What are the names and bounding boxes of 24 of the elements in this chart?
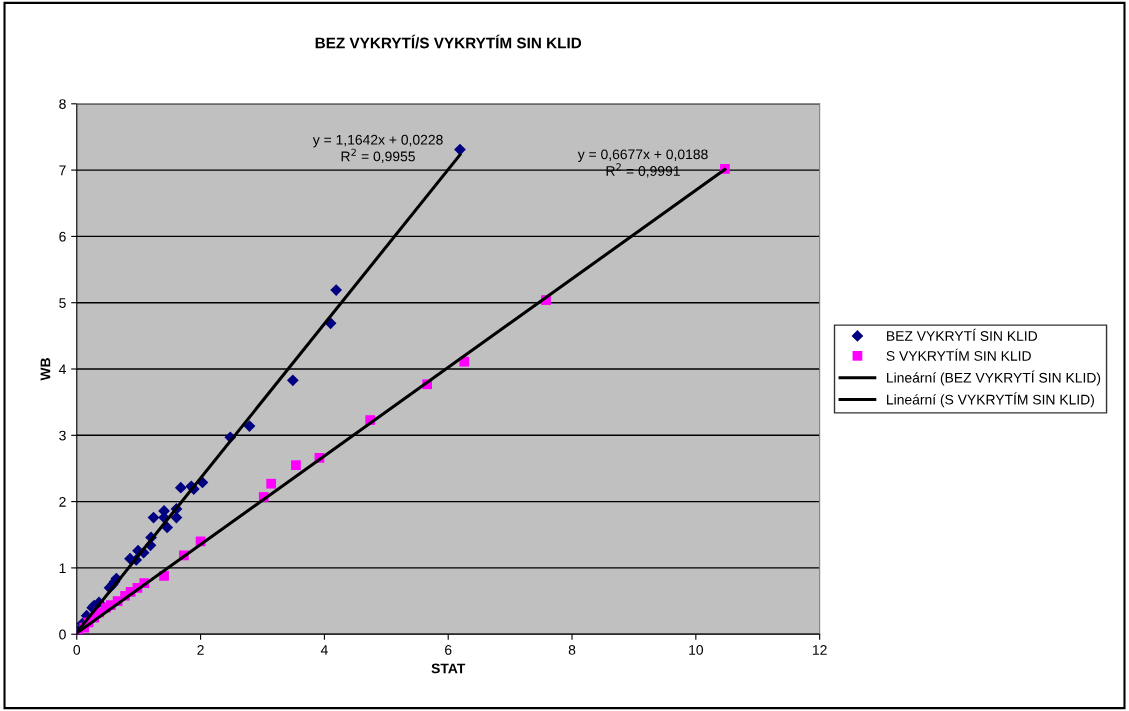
y-tick-label: 2 [59, 496, 66, 507]
x-tick-label: 12 [812, 645, 827, 655]
x-tick-label: 6 [445, 645, 452, 655]
y-tick-label: 3 [59, 430, 66, 441]
legend-label: Lineární (S VYKRYTÍM SIN KLID) [887, 392, 1094, 408]
x-tick-label: 0 [73, 645, 81, 655]
y-axis-title: WB [40, 358, 51, 381]
legend-label: S VYKRYTÍM SIN KLID [886, 348, 1031, 361]
y-tick-label: 0 [59, 629, 66, 640]
x-tick-label: 8 [568, 645, 576, 655]
legend-label: BEZ VYKRYTÍ SIN KLID [887, 328, 1038, 341]
legend-label: Lineární (BEZ VYKRYTÍ SIN KLID) [887, 370, 1101, 386]
y-tick-label: 7 [59, 165, 66, 176]
x-tick-label: 10 [689, 645, 704, 655]
y-tick-label: 4 [58, 364, 66, 375]
x-axis-title: STAT [431, 663, 466, 674]
y-tick-label: 1 [59, 563, 66, 573]
x-tick-label: 2 [197, 645, 204, 655]
y-tick-label: 8 [59, 99, 66, 109]
y-tick-label: 6 [59, 231, 66, 242]
annotation: y = 1,1642x + 0,0228 R$^{2}$ = 0,9955 [312, 134, 443, 163]
chart-title: BEZ VYKRYTÍ/S VYKRYTÍM SIN KLID [315, 34, 582, 49]
x-tick-label: 4 [320, 645, 328, 655]
y-tick-label: 5 [59, 298, 66, 308]
